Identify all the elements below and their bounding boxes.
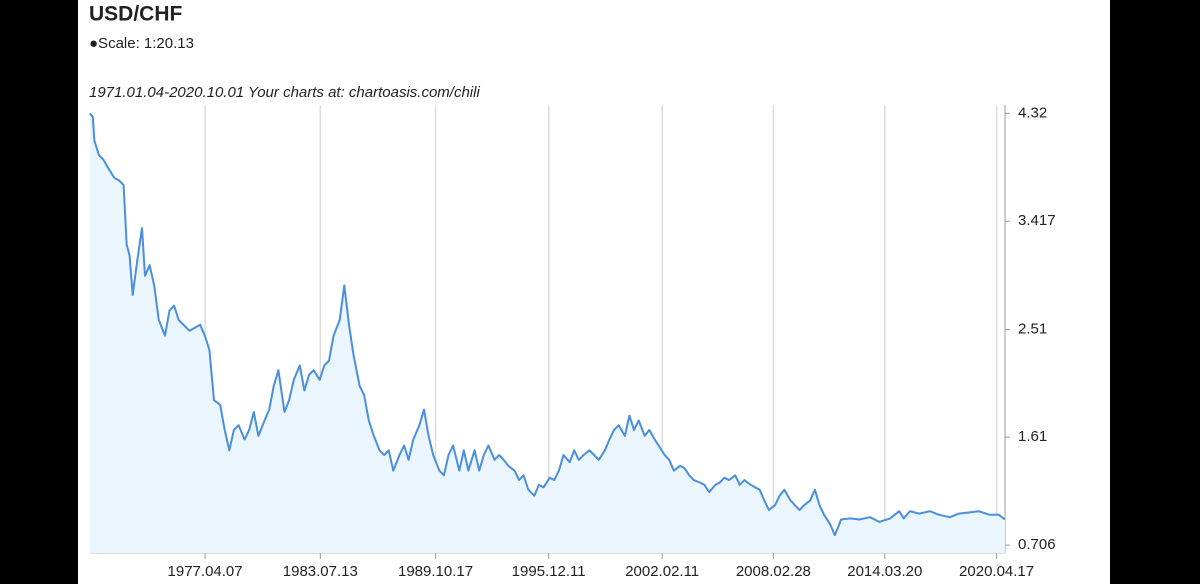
y-tick-label: 3.417 [1018, 212, 1056, 229]
x-tick-label: 2002.02.11 [625, 563, 699, 580]
y-tick-label: 2.51 [1018, 321, 1047, 338]
x-tick-label: 1977.04.07 [168, 563, 243, 580]
scale-note: ●Scale: 1:20.13 [89, 35, 194, 52]
x-tick-label: 1983.07.13 [283, 563, 358, 580]
chart-subtitle: 1971.01.04-2020.10.01 Your charts at: ch… [89, 84, 480, 101]
x-tick-label: 1995.12.11 [512, 563, 586, 580]
line [89, 112, 1006, 537]
y-tick-label: 1.61 [1018, 428, 1047, 445]
x-tick-label: 2014.03.20 [847, 563, 922, 580]
y-tick-label: 0.706 [1018, 536, 1056, 553]
y-tick-label: 4.32 [1018, 104, 1047, 121]
x-tick-label: 2008.02.28 [736, 563, 811, 580]
area [90, 113, 1005, 554]
x-tick-label: 2020.04.17 [959, 563, 1034, 580]
chart-title: USD/CHF [89, 3, 183, 26]
x-tick-label: 1989.10.17 [398, 563, 473, 580]
